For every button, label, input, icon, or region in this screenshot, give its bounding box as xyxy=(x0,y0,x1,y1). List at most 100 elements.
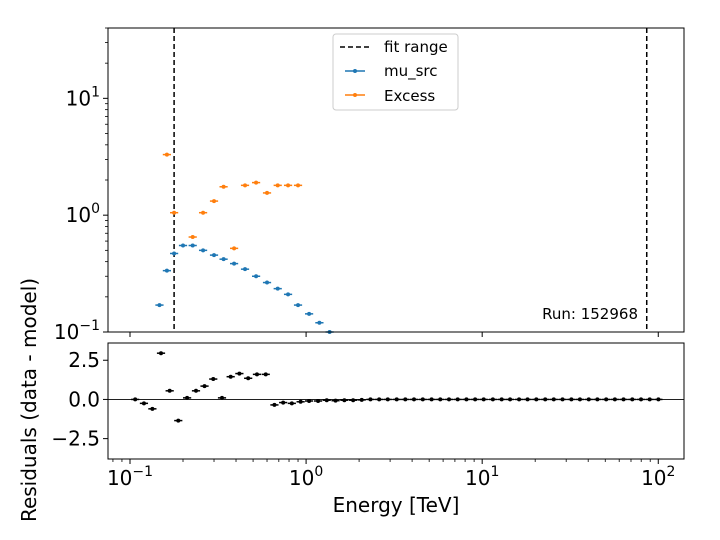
residual-point xyxy=(430,397,434,401)
residual-point xyxy=(351,398,355,402)
residual-point xyxy=(386,397,390,401)
data-point xyxy=(265,281,269,285)
residual-point xyxy=(578,397,582,401)
residual-point xyxy=(656,397,660,401)
x-axis-title: Energy [TeV] xyxy=(333,493,460,517)
legend-mu-src-marker xyxy=(353,69,357,73)
top-panel: 10−1 100 101 Run: 152968 fit range mu_src … xyxy=(54,28,684,344)
residual-point xyxy=(377,397,381,401)
residual-point xyxy=(299,400,303,404)
data-point xyxy=(276,287,280,291)
residual-point xyxy=(185,396,189,400)
residual-point xyxy=(194,389,198,393)
data-point xyxy=(254,274,258,278)
residual-point xyxy=(438,397,442,401)
residual-point xyxy=(150,407,154,411)
legend-fit-range-label: fit range xyxy=(384,38,448,56)
residual-point xyxy=(639,397,643,401)
data-point xyxy=(201,248,205,252)
residual-point xyxy=(395,397,399,401)
residual-point xyxy=(534,397,538,401)
residual-point xyxy=(255,372,259,376)
residual-point xyxy=(246,376,250,380)
y-tick-label: −2.5 xyxy=(51,427,100,451)
residual-point xyxy=(595,397,599,401)
data-point xyxy=(222,257,226,261)
bottom-y-axis: −2.50.02.5 xyxy=(51,348,108,450)
residual-point xyxy=(447,397,451,401)
residual-point xyxy=(482,397,486,401)
data-point xyxy=(317,321,321,325)
residual-point xyxy=(229,375,233,379)
residual-point xyxy=(272,403,276,407)
x-tick-label: 102 xyxy=(641,464,675,490)
residual-point xyxy=(543,397,547,401)
residual-point xyxy=(648,397,652,401)
data-point xyxy=(165,269,169,273)
residual-point xyxy=(142,401,146,405)
data-point xyxy=(212,253,216,257)
residual-point xyxy=(334,399,338,403)
residual-point xyxy=(561,397,565,401)
data-point xyxy=(254,181,258,185)
residual-point xyxy=(342,398,346,402)
data-point xyxy=(172,251,176,255)
data-point xyxy=(172,211,176,215)
residual-point xyxy=(403,397,407,401)
residual-point xyxy=(464,397,468,401)
residual-point xyxy=(307,399,311,403)
legend-excess-marker xyxy=(353,93,357,97)
residual-point xyxy=(517,397,521,401)
data-point xyxy=(243,267,247,271)
residual-point xyxy=(412,397,416,401)
residual-point xyxy=(290,401,294,405)
data-point xyxy=(191,244,195,248)
residual-point xyxy=(630,397,634,401)
data-point xyxy=(276,183,280,187)
residual-point xyxy=(211,377,215,381)
residual-point xyxy=(456,397,460,401)
data-point xyxy=(286,183,290,187)
legend-excess-label: Excess xyxy=(384,87,435,105)
data-point xyxy=(222,185,226,189)
y-tick-label: 10−1 xyxy=(54,318,100,344)
residual-point xyxy=(176,419,180,423)
residual-point xyxy=(325,398,329,402)
residual-point xyxy=(368,397,372,401)
residual-point xyxy=(508,397,512,401)
residual-point xyxy=(526,397,530,401)
residual-point xyxy=(569,397,573,401)
residual-point xyxy=(604,397,608,401)
data-point xyxy=(212,199,216,203)
x-tick-label: 10−1 xyxy=(107,464,153,490)
data-point xyxy=(265,191,269,195)
residual-point xyxy=(133,397,137,401)
run-annotation: Run: 152968 xyxy=(542,305,638,323)
bottom-x-axis: 10−1 100 101 102 xyxy=(107,459,676,490)
residual-point xyxy=(587,397,591,401)
data-point xyxy=(165,153,169,157)
residual-point xyxy=(473,397,477,401)
residual-point xyxy=(360,398,364,402)
data-point xyxy=(296,183,300,187)
top-x-ticks xyxy=(130,332,658,337)
data-point xyxy=(157,303,161,307)
residual-point xyxy=(552,397,556,401)
residual-point xyxy=(316,399,320,403)
residual-point xyxy=(491,397,495,401)
y-tick-label: 101 xyxy=(66,84,100,110)
residual-point xyxy=(237,372,241,376)
residual-point xyxy=(613,397,617,401)
y-tick-label: 0.0 xyxy=(68,387,100,411)
data-point xyxy=(191,235,195,239)
top-y-axis: 10−1 100 101 xyxy=(54,28,108,344)
residual-point xyxy=(281,401,285,405)
data-point xyxy=(232,262,236,266)
legend: fit range mu_src Excess xyxy=(333,34,458,110)
data-point xyxy=(286,292,290,296)
data-point xyxy=(307,312,311,316)
data-point xyxy=(232,246,236,250)
residual-point xyxy=(421,397,425,401)
y-tick-label: 100 xyxy=(66,201,100,227)
